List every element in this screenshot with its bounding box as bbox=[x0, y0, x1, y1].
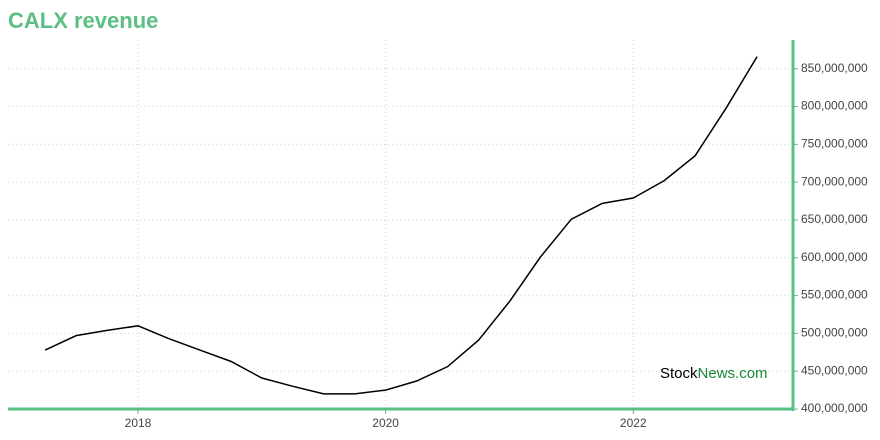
watermark-part: Stock bbox=[660, 365, 698, 382]
x-tick-label: 2018 bbox=[125, 416, 152, 430]
y-tick-label: 600,000,000 bbox=[801, 250, 868, 264]
y-tick-label: 800,000,000 bbox=[801, 99, 868, 113]
chart-title: CALX revenue bbox=[8, 8, 158, 33]
y-tick-label: 450,000,000 bbox=[801, 363, 868, 377]
y-tick-label: 700,000,000 bbox=[801, 174, 868, 188]
watermark: StockNews.com bbox=[660, 365, 768, 382]
y-tick-label: 500,000,000 bbox=[801, 326, 868, 340]
y-tick-label: 550,000,000 bbox=[801, 288, 868, 302]
y-tick-label: 850,000,000 bbox=[801, 61, 868, 75]
watermark-part: News.com bbox=[698, 365, 768, 382]
x-tick-label: 2020 bbox=[372, 416, 399, 430]
y-tick-label: 650,000,000 bbox=[801, 212, 868, 226]
y-tick-label: 750,000,000 bbox=[801, 137, 868, 151]
y-tick-label: 400,000,000 bbox=[801, 401, 868, 415]
x-tick-label: 2022 bbox=[620, 416, 647, 430]
line-series bbox=[44, 56, 758, 395]
